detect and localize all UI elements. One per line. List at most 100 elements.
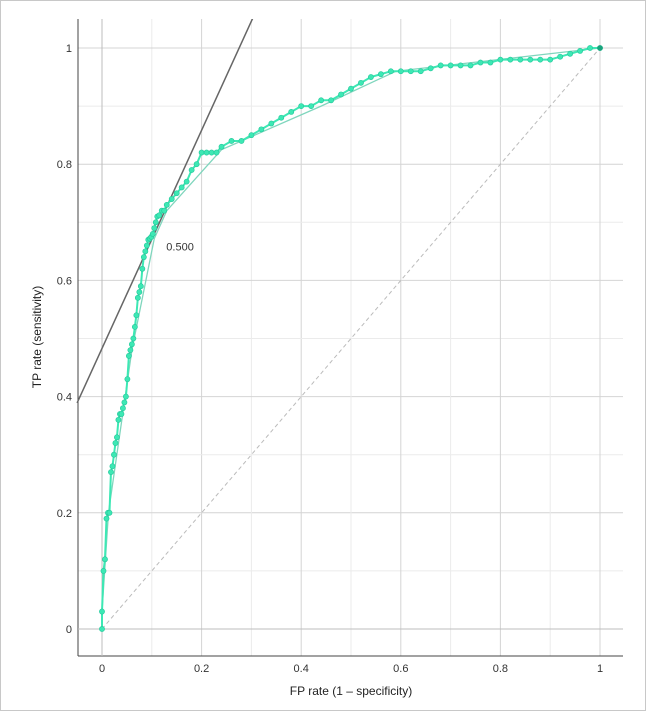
roc-point	[140, 254, 147, 261]
roc-point	[587, 45, 593, 51]
y-tick-label: 1	[66, 43, 72, 55]
roc-point	[547, 56, 554, 63]
axes	[77, 19, 623, 657]
roc-point	[258, 126, 265, 133]
roc-point	[467, 62, 474, 69]
roc-point	[121, 399, 128, 406]
roc-point	[358, 79, 364, 86]
y-tick-label: 0.2	[57, 508, 72, 520]
roc-point	[142, 248, 149, 255]
roc-point	[527, 56, 534, 63]
roc-point	[328, 97, 334, 104]
roc-point	[268, 120, 275, 127]
x-tick-label: 0.8	[493, 663, 508, 675]
roc-point	[99, 626, 105, 632]
roc-point	[447, 62, 454, 69]
roc-point	[143, 242, 150, 249]
roc-point	[397, 68, 404, 75]
roc-point	[577, 48, 583, 54]
roc-point	[437, 62, 444, 69]
roc-point	[298, 103, 305, 109]
x-tick-label: 0.4	[294, 663, 309, 675]
roc-point	[103, 515, 110, 522]
roc-point	[106, 509, 113, 516]
roc-point	[193, 161, 200, 168]
roc-point	[114, 434, 120, 441]
grid-lines	[78, 19, 623, 656]
roc-point	[537, 56, 544, 63]
roc-point	[497, 56, 504, 63]
chart-marks	[76, 19, 603, 632]
roc-point	[567, 50, 574, 57]
roc-point	[183, 178, 190, 185]
roc-point	[99, 608, 105, 615]
roc-point	[208, 149, 215, 156]
roc-point	[173, 190, 180, 197]
roc-point	[124, 376, 131, 383]
roc-point	[109, 463, 116, 470]
roc-point	[348, 85, 354, 92]
roc-point	[487, 59, 494, 66]
roc-point	[457, 62, 464, 69]
y-tick-label: 0.6	[57, 275, 72, 287]
roc-point	[151, 225, 158, 232]
roc-point	[139, 265, 146, 272]
roc-point	[387, 68, 394, 75]
roc-point	[152, 219, 159, 226]
x-axis-title: FP rate (1 – specificity)	[290, 684, 412, 698]
roc-point	[427, 65, 434, 72]
roc-point	[100, 568, 107, 574]
y-tick-label: 0.4	[57, 392, 72, 404]
y-tick-label: 0	[66, 624, 72, 636]
x-tick-label: 0.6	[393, 663, 408, 675]
roc-point	[130, 335, 137, 342]
roc-point	[377, 71, 384, 78]
diagonal-reference-line	[101, 47, 601, 630]
roc-point	[115, 416, 122, 423]
roc-point	[188, 167, 195, 173]
x-tick-label: 0.2	[194, 663, 209, 675]
threshold-label: 0.500	[166, 242, 194, 254]
roc-point	[112, 440, 119, 446]
roc-end-point	[597, 45, 603, 51]
roc-point	[557, 53, 564, 60]
tick-labels: 0 0.2 0.4 0.6 0.8 1 0 0.2 0.4 0.6 0.8 1	[57, 43, 603, 675]
roc-point	[118, 411, 125, 417]
y-axis-title: TP rate (sensitivity)	[30, 286, 44, 388]
roc-point	[120, 405, 126, 412]
roc-point	[133, 312, 140, 319]
roc-point	[178, 184, 185, 191]
roc-point	[136, 289, 143, 295]
roc-point	[102, 556, 108, 563]
roc-point	[134, 294, 141, 301]
roc-point	[368, 74, 374, 80]
roc-point	[218, 143, 225, 150]
roc-point	[477, 59, 484, 66]
roc-point	[517, 56, 524, 63]
roc-point	[127, 347, 134, 354]
roc-point	[288, 109, 295, 115]
roc-point	[163, 201, 170, 208]
roc-point	[203, 149, 210, 156]
roc-point	[123, 393, 129, 400]
x-tick-label: 0	[99, 663, 105, 675]
roc-point	[125, 353, 132, 359]
roc-point	[156, 212, 163, 219]
roc-point	[111, 451, 117, 458]
roc-point	[137, 283, 144, 290]
roc-point	[238, 138, 245, 144]
roc-point	[407, 68, 414, 75]
roc-point	[161, 207, 168, 214]
roc-point	[248, 132, 255, 139]
roc-point	[308, 103, 315, 109]
y-tick-label: 0.8	[57, 159, 72, 171]
roc-point	[507, 56, 514, 63]
roc-point	[149, 231, 156, 237]
roc-point	[417, 68, 424, 75]
roc-point	[198, 149, 205, 156]
x-tick-label: 1	[597, 663, 603, 675]
roc-point	[228, 138, 235, 144]
roc-point	[168, 196, 175, 202]
